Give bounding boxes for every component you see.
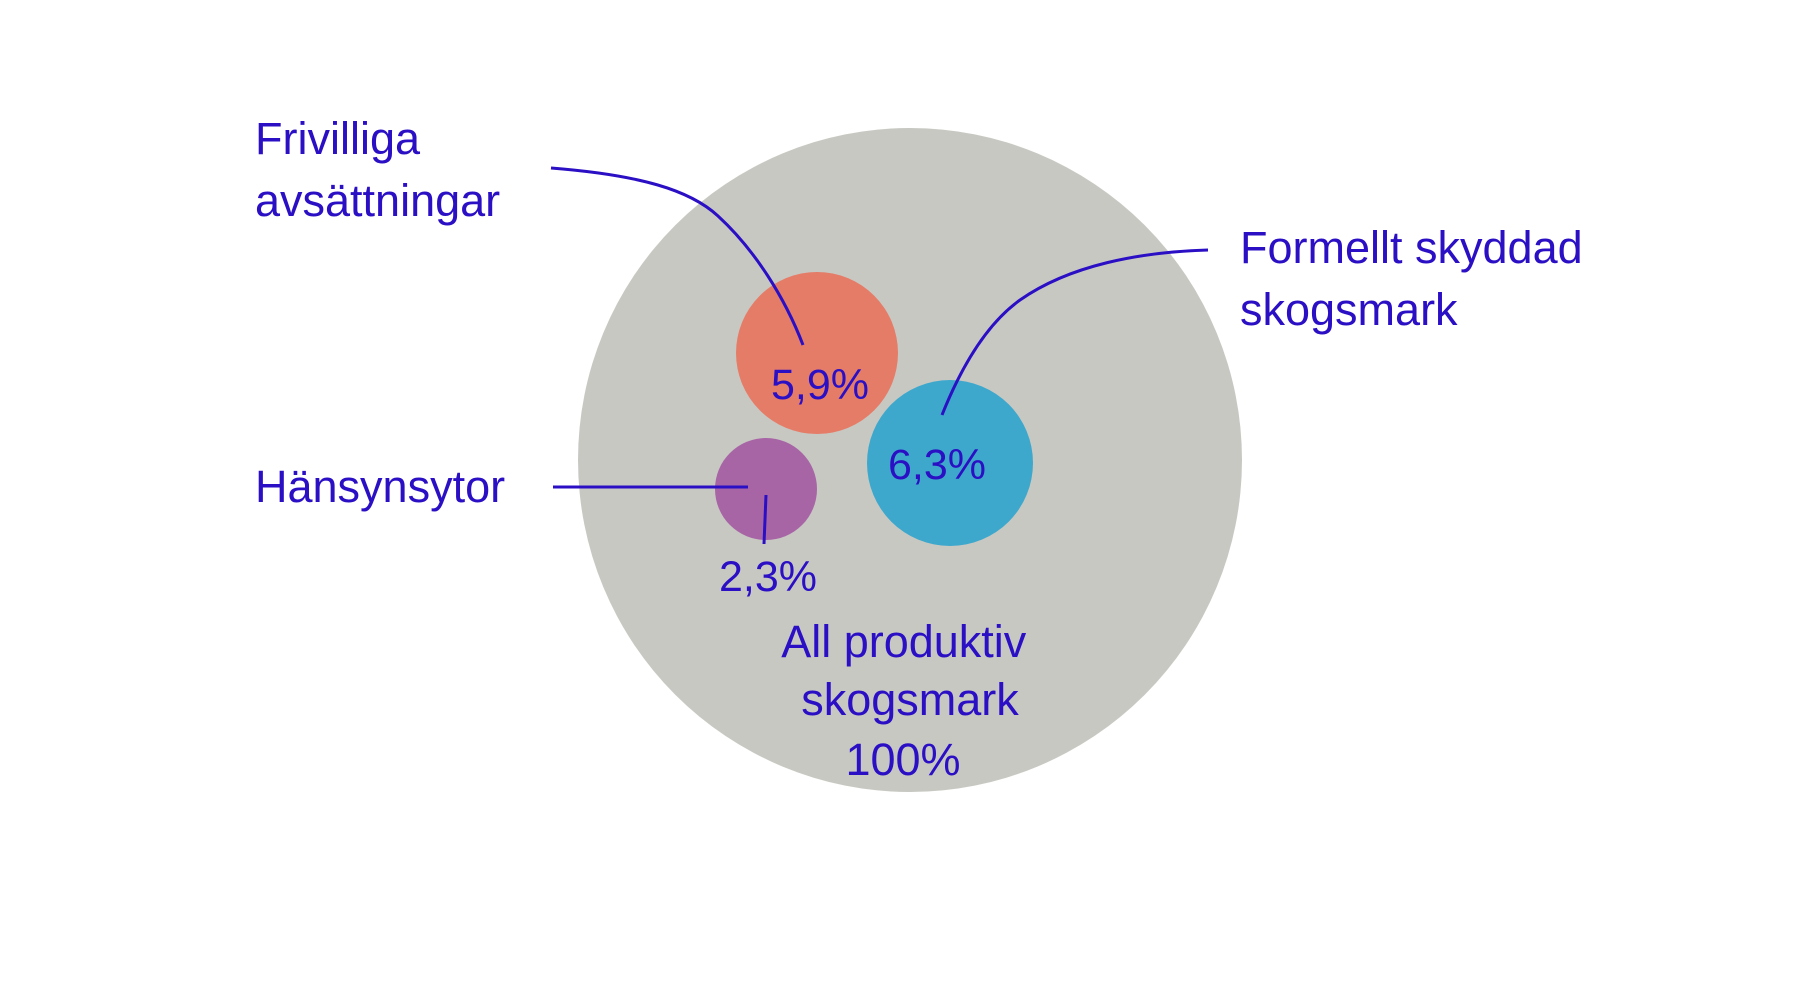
leader-line-hansyn-value <box>762 494 768 545</box>
leader-lines <box>550 166 1209 545</box>
total-value-label: 100% <box>845 734 960 785</box>
formellt-label-line-2: skogsmark <box>1240 284 1458 335</box>
formellt-label: Formellt skyddad skogsmark <box>1240 222 1595 335</box>
leader-line-formellt <box>940 248 1209 416</box>
frivilliga-label: Frivilliga avsättningar <box>255 113 500 226</box>
hansynsytor-value-label: 2,3% <box>719 553 817 601</box>
total-label-line-1: All produktiv <box>781 616 1027 667</box>
frivilliga-avsattningar-circle <box>736 272 898 434</box>
total-label-line-2: skogsmark <box>801 674 1019 725</box>
frivilliga-value-label: 5,9% <box>771 361 869 409</box>
frivilliga-label-line-1: Frivilliga <box>255 113 421 164</box>
hansynsytor-label: Hänsynsytor <box>255 461 505 512</box>
hansynsytor-label-line-1: Hänsynsytor <box>255 461 505 512</box>
hansynsytor-circle <box>715 438 817 540</box>
formellt-skyddad-circle <box>867 380 1033 546</box>
frivilliga-label-line-2: avsättningar <box>255 175 500 226</box>
leader-line-frivilliga <box>550 166 805 346</box>
total-label: All produktiv skogsmark <box>781 616 1039 725</box>
formellt-value-label: 6,3% <box>888 441 986 489</box>
formellt-label-line-1: Formellt skyddad <box>1240 222 1583 273</box>
